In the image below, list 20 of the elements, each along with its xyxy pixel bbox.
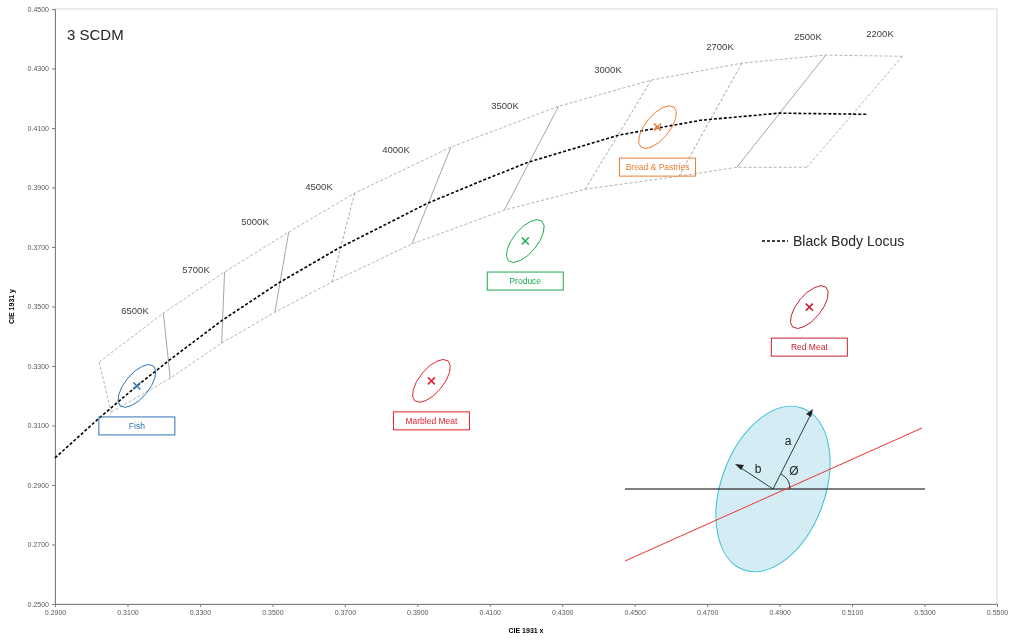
annotation: 5000K — [241, 216, 270, 227]
annotation: 4000K — [382, 144, 411, 155]
text: Marbled Meat — [405, 415, 459, 426]
annotation: 6500K — [121, 305, 150, 316]
text: Red Meat — [790, 342, 829, 353]
text: 3 SCDM — [67, 26, 124, 43]
annotation: 2200K — [866, 28, 895, 39]
annotation: 3500K — [491, 100, 520, 111]
text: Bread & Pastries — [625, 162, 690, 173]
legend-label: Black Body Locus — [793, 233, 905, 249]
annotation: 2700K — [706, 41, 735, 52]
annotation: 4500K — [305, 181, 334, 192]
annotation: 2500K — [794, 31, 823, 42]
annotation: Ø — [789, 464, 799, 478]
annotation: 5700K — [182, 264, 211, 275]
text: Fish — [128, 420, 146, 431]
annotation: 3000K — [594, 64, 623, 75]
annotation: b — [754, 462, 762, 476]
annotation: a — [784, 434, 792, 448]
text: Produce — [509, 276, 542, 287]
